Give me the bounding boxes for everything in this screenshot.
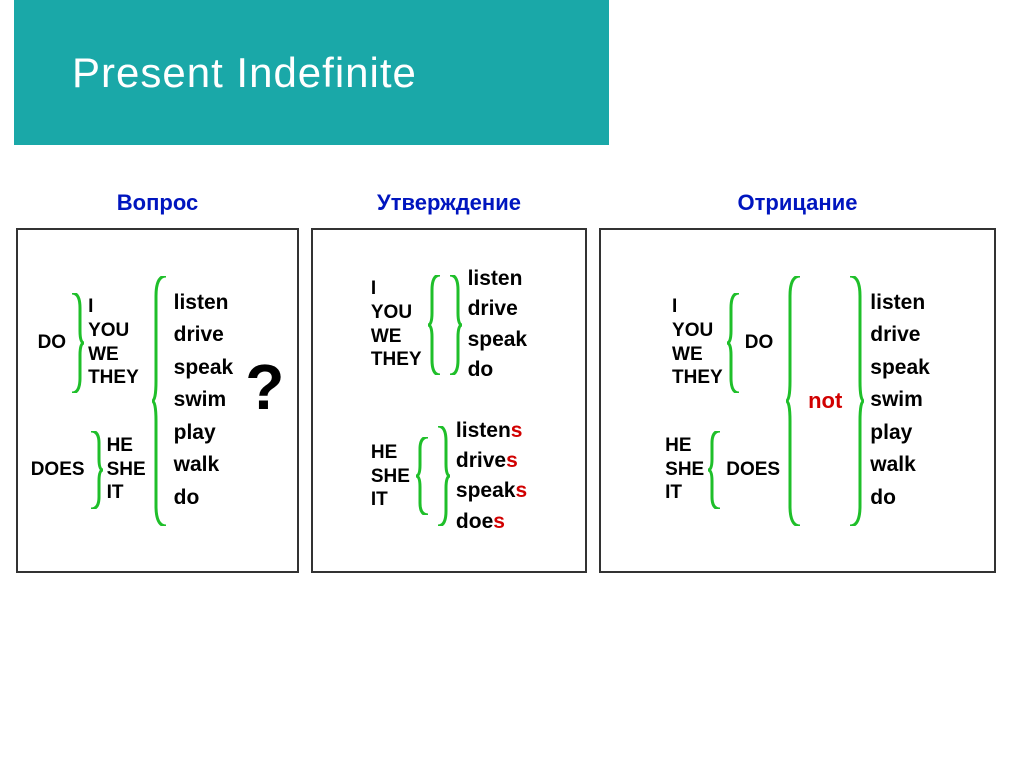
box-question: DO I YOU WE THEY DOES HE [16, 228, 299, 573]
verb-s: drives [456, 446, 518, 476]
pronoun: I [88, 295, 93, 319]
brace-open-icon [848, 276, 864, 526]
verb-stem: speak [456, 479, 516, 502]
brace-close-icon [708, 431, 722, 509]
pronoun: I [371, 277, 376, 301]
verb-stem: listen [456, 419, 511, 442]
panel-affirm: Утверждение I YOU WE THEY listen drive s [311, 190, 587, 573]
aux-do: DO [745, 332, 774, 354]
panels-row: Вопрос DO I YOU WE THEY [16, 190, 1008, 573]
page-title: Present Indefinite [72, 49, 417, 97]
suffix-s: s [511, 419, 523, 442]
pronoun: HE [371, 441, 397, 465]
brace-close-icon [786, 276, 802, 526]
verb-stem: doe [456, 510, 493, 533]
verb: play [174, 417, 216, 450]
pronoun: IT [107, 481, 124, 505]
aux-do: DO [38, 332, 67, 354]
pronoun: HE [107, 434, 133, 458]
pronoun: HE [665, 434, 691, 458]
suffix-s: s [493, 510, 505, 533]
header-question: Вопрос [117, 190, 198, 216]
verb: speak [174, 352, 234, 385]
title-bar: Present Indefinite [14, 0, 609, 145]
pronoun: IT [665, 481, 682, 505]
pronoun: WE [88, 343, 119, 367]
verb: listen [174, 287, 229, 320]
pronoun: SHE [371, 465, 410, 489]
aux-does: DOES [726, 459, 780, 481]
verb-s: does [456, 507, 505, 537]
verb: speak [870, 352, 930, 385]
verb-stem: drive [456, 449, 506, 472]
panel-question: Вопрос DO I YOU WE THEY [16, 190, 299, 573]
box-negation: I YOU WE THEY DO HE SHE IT [599, 228, 996, 573]
suffix-s: s [506, 449, 518, 472]
brace-close-icon [727, 293, 741, 393]
pronoun: I [672, 295, 677, 319]
brace-close-icon [416, 437, 430, 515]
verb: do [174, 482, 200, 515]
verb: swim [870, 384, 923, 417]
box-affirm: I YOU WE THEY listen drive speak do [311, 228, 587, 573]
panel-negation: Отрицание I YOU WE THEY DO [599, 190, 996, 573]
not-word: not [808, 388, 842, 414]
pronoun: THEY [672, 366, 723, 390]
verb: drive [174, 319, 224, 352]
verb: drive [468, 294, 518, 324]
brace-open-icon [448, 275, 462, 375]
pronoun: SHE [665, 458, 704, 482]
pronoun: IT [371, 488, 388, 512]
verb: do [468, 355, 494, 385]
verb: walk [174, 449, 220, 482]
verb: speak [468, 325, 528, 355]
verb: walk [870, 449, 916, 482]
header-negation: Отрицание [738, 190, 858, 216]
brace-open-icon [436, 426, 450, 526]
suffix-s: s [515, 479, 527, 502]
pronoun: THEY [88, 366, 139, 390]
question-mark: ? [245, 350, 284, 424]
brace-open-icon [89, 431, 103, 509]
pronoun: THEY [371, 348, 422, 372]
aux-does: DOES [31, 459, 85, 481]
verb-s: speaks [456, 476, 527, 506]
brace-close-icon [428, 275, 442, 375]
header-affirm: Утверждение [377, 190, 521, 216]
pronoun: SHE [107, 458, 146, 482]
pronoun: WE [371, 325, 402, 349]
verb: listen [468, 264, 523, 294]
brace-close-icon [152, 276, 168, 526]
verb-s: listens [456, 416, 523, 446]
pronoun: YOU [88, 319, 129, 343]
pronoun: WE [672, 343, 703, 367]
verb: play [870, 417, 912, 450]
verb: swim [174, 384, 227, 417]
verb: listen [870, 287, 925, 320]
pronoun: YOU [371, 301, 412, 325]
pronoun: YOU [672, 319, 713, 343]
verb: drive [870, 319, 920, 352]
brace-open-icon [70, 293, 84, 393]
verb: do [870, 482, 896, 515]
